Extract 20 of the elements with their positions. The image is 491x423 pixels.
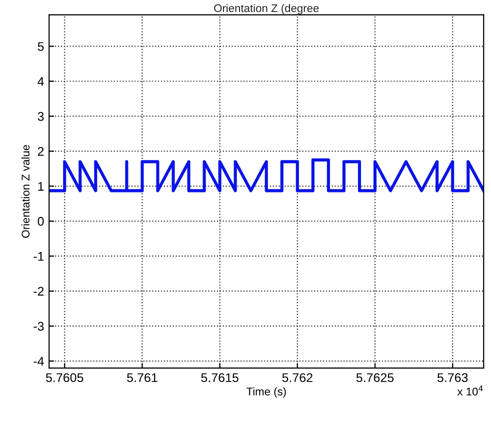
y-tick-label: 0 bbox=[38, 216, 44, 226]
y-tick-label: 3 bbox=[38, 112, 44, 121]
x-tick-label: 5.7615 bbox=[201, 373, 238, 382]
y-tick-label: 1 bbox=[38, 182, 44, 191]
x-tick-label: 5.7625 bbox=[356, 373, 394, 382]
x-tick-label: 5.762 bbox=[282, 373, 312, 382]
x-tick-label: 5.763 bbox=[437, 373, 468, 382]
y-tick-label: 5 bbox=[38, 42, 44, 51]
y-tick-label: 4 bbox=[38, 77, 44, 86]
y-axis-title: Orientation Z value bbox=[21, 144, 30, 238]
x-tick-label: 5.761 bbox=[127, 373, 158, 382]
y-tick-label: 2 bbox=[38, 146, 44, 156]
x-axis-title: Time (s) bbox=[246, 387, 286, 398]
x-tick-label: 5.7605 bbox=[46, 373, 84, 382]
text: x 10$^{4}$ bbox=[457, 386, 483, 396]
chart-title: Orientation Z (degree bbox=[214, 4, 319, 14]
y-tick-label: -1 bbox=[34, 252, 44, 261]
y-tick-label: -3 bbox=[34, 322, 44, 331]
y-tick-label: -4 bbox=[34, 356, 44, 366]
y-tick-label: -2 bbox=[34, 286, 44, 296]
